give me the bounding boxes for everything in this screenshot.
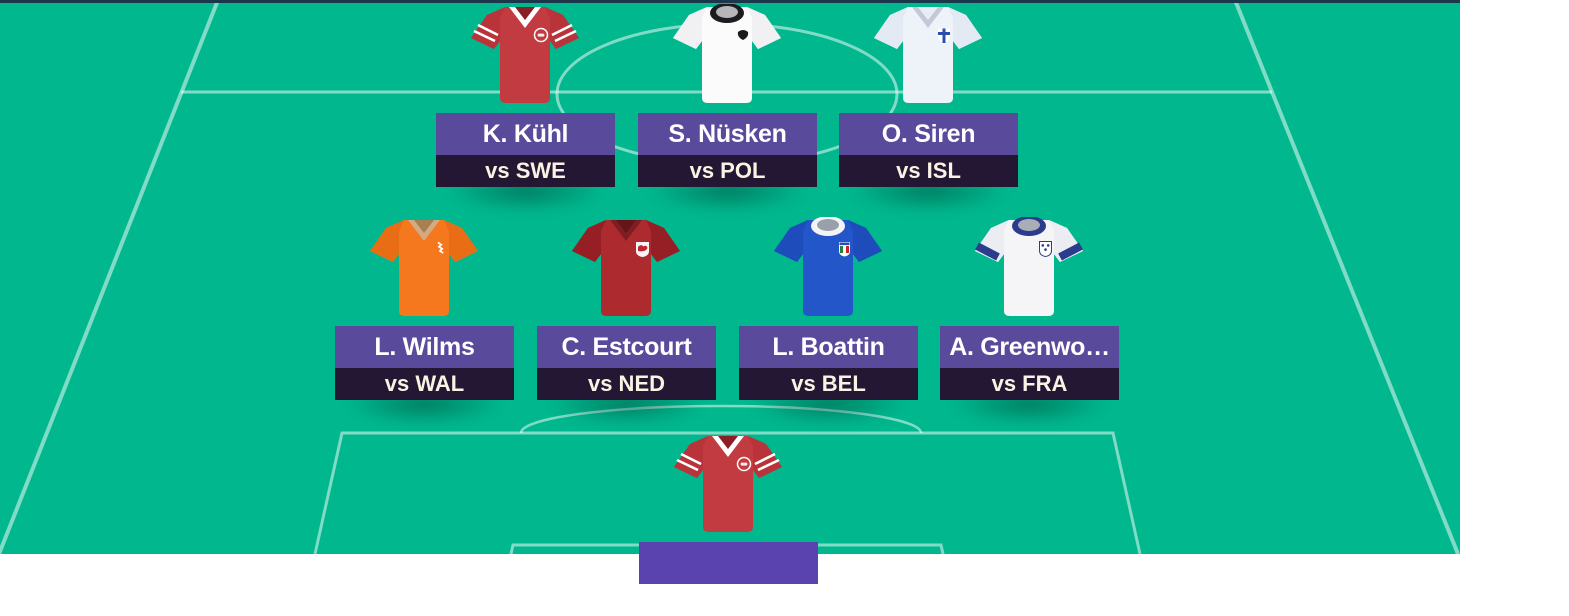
shirt-den-icon xyxy=(471,7,579,103)
penalty-arc xyxy=(519,404,923,434)
player-fixture: vs SWE xyxy=(436,155,615,187)
player-name: S. Nüsken xyxy=(638,113,817,155)
player-label: S. Nüsken vs POL xyxy=(638,113,817,187)
player-label: K. Kühl vs SWE xyxy=(436,113,615,187)
player-slot[interactable]: L. Boattin vs BEL xyxy=(723,217,934,433)
player-fixture: vs FRA xyxy=(940,368,1119,400)
player-label: L. Boattin vs BEL xyxy=(739,326,918,400)
player-label: L. Wilms vs WAL xyxy=(335,326,514,400)
player-slot[interactable]: O. Siren vs ISL xyxy=(823,4,1034,220)
player-fixture: vs BEL xyxy=(739,368,918,400)
top-border xyxy=(0,0,1460,3)
player-name: L. Boattin xyxy=(739,326,918,368)
penalty-area xyxy=(313,431,1142,554)
player-fixture: vs NED xyxy=(537,368,716,400)
player-label: A. Greenwo… vs FRA xyxy=(940,326,1119,400)
player-slot[interactable]: K. Kühl vs SWE xyxy=(420,4,631,220)
player-slot[interactable]: S. Nüsken vs POL xyxy=(622,4,833,220)
player-name: L. Wilms xyxy=(335,326,514,368)
player-slot[interactable] xyxy=(639,433,818,616)
left-touchline xyxy=(0,0,220,554)
player-label xyxy=(639,542,818,584)
player-label: C. Estcourt vs NED xyxy=(537,326,716,400)
player-slot[interactable]: A. Greenwo… vs FRA xyxy=(924,217,1135,433)
shirt-den-icon xyxy=(674,436,782,532)
shirt-wal-icon xyxy=(572,220,680,316)
side-panel xyxy=(1460,0,1569,554)
shirt-fin-icon xyxy=(874,7,982,103)
player-name xyxy=(639,542,818,584)
player-fixture: vs POL xyxy=(638,155,817,187)
player-label: O. Siren vs ISL xyxy=(839,113,1018,187)
player-name: K. Kühl xyxy=(436,113,615,155)
player-name: A. Greenwo… xyxy=(940,326,1119,368)
player-fixture: vs ISL xyxy=(839,155,1018,187)
player-name: O. Siren xyxy=(839,113,1018,155)
shirt-eng-icon xyxy=(975,217,1083,316)
shirt-ita-icon xyxy=(774,217,882,316)
shirt-ger-icon xyxy=(673,4,781,103)
player-name: C. Estcourt xyxy=(537,326,716,368)
player-slot[interactable]: C. Estcourt vs NED xyxy=(521,217,732,433)
shirt-ned-icon xyxy=(370,220,478,316)
right-touchline xyxy=(1233,0,1460,554)
player-slot[interactable]: L. Wilms vs WAL xyxy=(319,217,530,433)
player-fixture: vs WAL xyxy=(335,368,514,400)
